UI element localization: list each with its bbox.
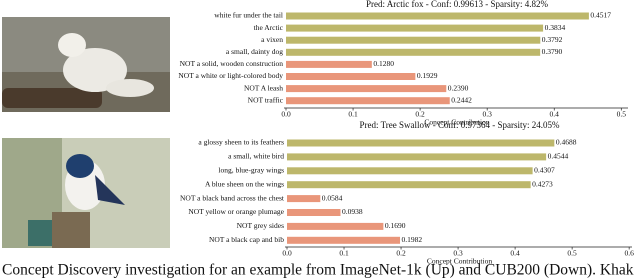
bar bbox=[287, 167, 533, 175]
value-label: 0.1690 bbox=[385, 221, 406, 230]
value-label: 0.1929 bbox=[417, 71, 438, 80]
y-tick-label: NOT A leash bbox=[244, 83, 283, 92]
value-label: 0.3834 bbox=[545, 23, 566, 32]
x-tick-label: 0.4 bbox=[550, 110, 560, 119]
bar bbox=[286, 97, 450, 105]
value-label: 0.3792 bbox=[542, 35, 563, 44]
y-tick-label: NOT yellow or orange plumage bbox=[188, 207, 284, 216]
x-tick-label: 0.5 bbox=[617, 110, 627, 119]
value-label: 0.3790 bbox=[542, 47, 563, 56]
value-label: 0.0938 bbox=[342, 207, 363, 216]
y-tick-label: NOT a black cap and bib bbox=[209, 235, 284, 244]
x-tick-label: 0.0 bbox=[281, 110, 291, 119]
value-label: 0.4688 bbox=[556, 138, 577, 147]
value-label: 0.2442 bbox=[451, 95, 472, 104]
x-axis-label: Concept Contribution bbox=[427, 257, 492, 266]
y-tick-label: white fur under the tail bbox=[214, 11, 283, 20]
x-tick-label: 0.2 bbox=[396, 249, 406, 258]
bar bbox=[287, 195, 321, 203]
value-label: 0.0584 bbox=[322, 193, 343, 202]
x-tick-label: 0.0 bbox=[282, 249, 292, 258]
photo-swallow bbox=[2, 138, 170, 248]
x-tick-label: 0.3 bbox=[482, 110, 492, 119]
value-label: 0.1280 bbox=[373, 59, 394, 68]
bar bbox=[287, 236, 401, 244]
value-label: 0.1982 bbox=[402, 235, 423, 244]
caption: Concept Discovery investigation for an e… bbox=[2, 262, 634, 279]
y-tick-label: a small, white bird bbox=[228, 152, 284, 161]
chart-title: Pred: Arctic fox - Conf: 0.99613 - Spars… bbox=[366, 0, 548, 9]
y-tick-label: NOT a black band across the chest bbox=[180, 193, 285, 202]
bar bbox=[287, 222, 384, 230]
y-tick-label: a vixen bbox=[261, 35, 283, 44]
value-label: 0.2390 bbox=[448, 83, 469, 92]
x-tick-label: 0.5 bbox=[567, 249, 577, 258]
bar bbox=[286, 73, 416, 80]
bar bbox=[287, 209, 341, 216]
x-tick-label: 0.1 bbox=[339, 249, 349, 258]
bar bbox=[287, 181, 531, 189]
x-tick-label: 0.2 bbox=[415, 110, 425, 119]
photo-fox bbox=[2, 17, 170, 112]
y-tick-label: a small, dainty dog bbox=[226, 47, 283, 56]
bar bbox=[286, 60, 372, 68]
y-tick-label: NOT grey sides bbox=[237, 221, 284, 230]
bar bbox=[286, 85, 447, 93]
bar bbox=[287, 139, 555, 147]
y-tick-label: a glossy sheen to its feathers bbox=[198, 138, 284, 147]
value-label: 0.4517 bbox=[590, 11, 611, 20]
y-tick-label: A blue sheen on the wings bbox=[205, 179, 284, 188]
value-label: 0.4544 bbox=[548, 152, 569, 161]
bar bbox=[286, 24, 544, 32]
bar bbox=[287, 153, 547, 161]
y-tick-label: NOT traffic bbox=[248, 95, 284, 104]
x-tick-label: 0.1 bbox=[348, 110, 358, 119]
bar bbox=[286, 12, 589, 20]
bar bbox=[286, 36, 541, 44]
x-axis-label: Concept Contribution bbox=[424, 118, 489, 127]
y-tick-label: long, blue-gray wings bbox=[218, 166, 284, 175]
value-label: 0.4273 bbox=[532, 179, 553, 188]
y-tick-label: NOT a white or light-colored body bbox=[178, 71, 283, 80]
chart-title: Pred: Tree Swallow - Conf: 0.97364 - Spa… bbox=[360, 120, 560, 130]
x-tick-label: 0.6 bbox=[624, 249, 634, 258]
y-tick-label: NOT a solid, wooden construction bbox=[180, 59, 284, 68]
x-tick-label: 0.4 bbox=[510, 249, 520, 258]
y-tick-label: the Arctic bbox=[254, 23, 284, 32]
value-label: 0.4307 bbox=[534, 166, 555, 175]
bar bbox=[286, 48, 541, 56]
x-tick-label: 0.3 bbox=[453, 249, 463, 258]
